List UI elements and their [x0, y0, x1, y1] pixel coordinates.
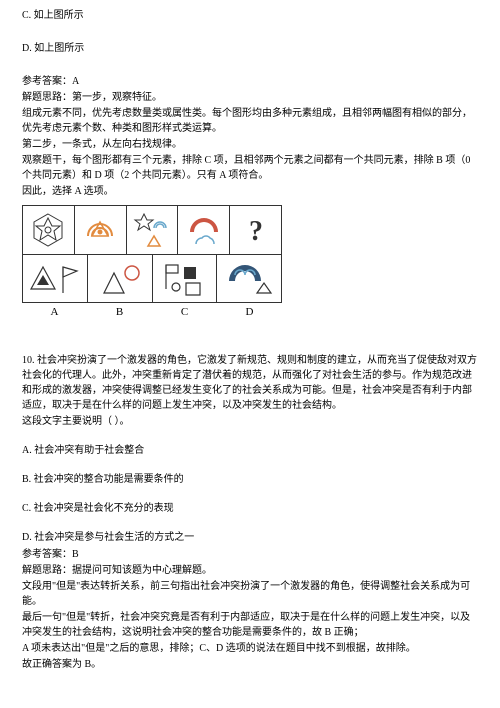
label-d: D: [217, 304, 282, 321]
explain-9-l4: 因此，选择 A 选项。: [22, 184, 478, 199]
svg-text:?: ?: [249, 216, 263, 247]
explain-10-l1: 解题思路：据提问可知该题为中心理解题。: [22, 563, 478, 578]
answer-9-text: 参考答案：A: [22, 76, 79, 87]
question-10: 10. 社会冲突扮演了一个激发器的角色，它激发了新规范、规则和制度的建立，从而充…: [22, 353, 478, 672]
q10-opt-b: B. 社会冲突的整合功能是需要条件的: [22, 472, 478, 487]
cell-2-2: [88, 255, 153, 302]
cell-2-4: [217, 255, 281, 302]
cell-2-3: [153, 255, 218, 302]
q10-opt-c: C. 社会冲突是社会化不充分的表现: [22, 501, 478, 516]
explain-9-head: 解题思路：第一步，观察特征。: [22, 90, 478, 105]
explain-10-l2: 文段用"但是"表达转折关系，前三句指出社会冲突扮演了一个激发器的角色，使得调整社…: [22, 579, 478, 609]
option-d: D. 如上图所示: [22, 41, 478, 56]
explain-9-l2: 第二步，一条式，从左向右找规律。: [22, 137, 478, 152]
q10-opt-a: A. 社会冲突有助于社会整合: [22, 443, 478, 458]
figure-grid: ?: [22, 205, 282, 303]
cell-2-1: [23, 255, 88, 302]
cell-1-4: [178, 206, 230, 254]
cell-1-1: [23, 206, 75, 254]
answer-9: 参考答案：A: [22, 74, 478, 89]
label-c: C: [152, 304, 217, 321]
option-d-text: D. 如上图所示: [22, 43, 84, 54]
label-a: A: [22, 304, 87, 321]
explain-10-l4: A 项未表达出"但是"之后的意思，排除；C、D 选项的说法在题目中找不到根据，故…: [22, 641, 478, 656]
option-c: C. 如上图所示: [22, 8, 478, 23]
explain-10-l5: 故正确答案为 B。: [22, 657, 478, 672]
q10-opt-d: D. 社会冲突是参与社会生活的方式之一: [22, 530, 478, 545]
figure-labels: A B C D: [22, 304, 282, 321]
q10-stem: 10. 社会冲突扮演了一个激发器的角色，它激发了新规范、规则和制度的建立，从而充…: [22, 353, 478, 413]
q10-prompt: 这段文字主要说明（ ）。: [22, 414, 478, 429]
cell-1-3: [127, 206, 179, 254]
figure-row-2: [23, 254, 281, 302]
label-b: B: [87, 304, 152, 321]
explain-9-l3: 观察题干，每个图形都有三个元素，排除 C 项，且相邻两个元素之间都有一个共同元素…: [22, 153, 478, 183]
answer-10: 参考答案：B: [22, 547, 478, 562]
option-c-text: C. 如上图所示: [22, 10, 84, 21]
figure-row-1: ?: [23, 206, 281, 254]
explain-10-l3: 最后一句"但是"转折，社会冲突究竟是否有利于内部适应，取决于是在什么样的问题上发…: [22, 610, 478, 640]
explain-9-l1: 组成元素不同，优先考虑数量类或属性类。每个图形均由多种元素组成，且相邻两幅图有相…: [22, 106, 478, 136]
cell-1-5: ?: [230, 206, 281, 254]
cell-1-2: [75, 206, 127, 254]
